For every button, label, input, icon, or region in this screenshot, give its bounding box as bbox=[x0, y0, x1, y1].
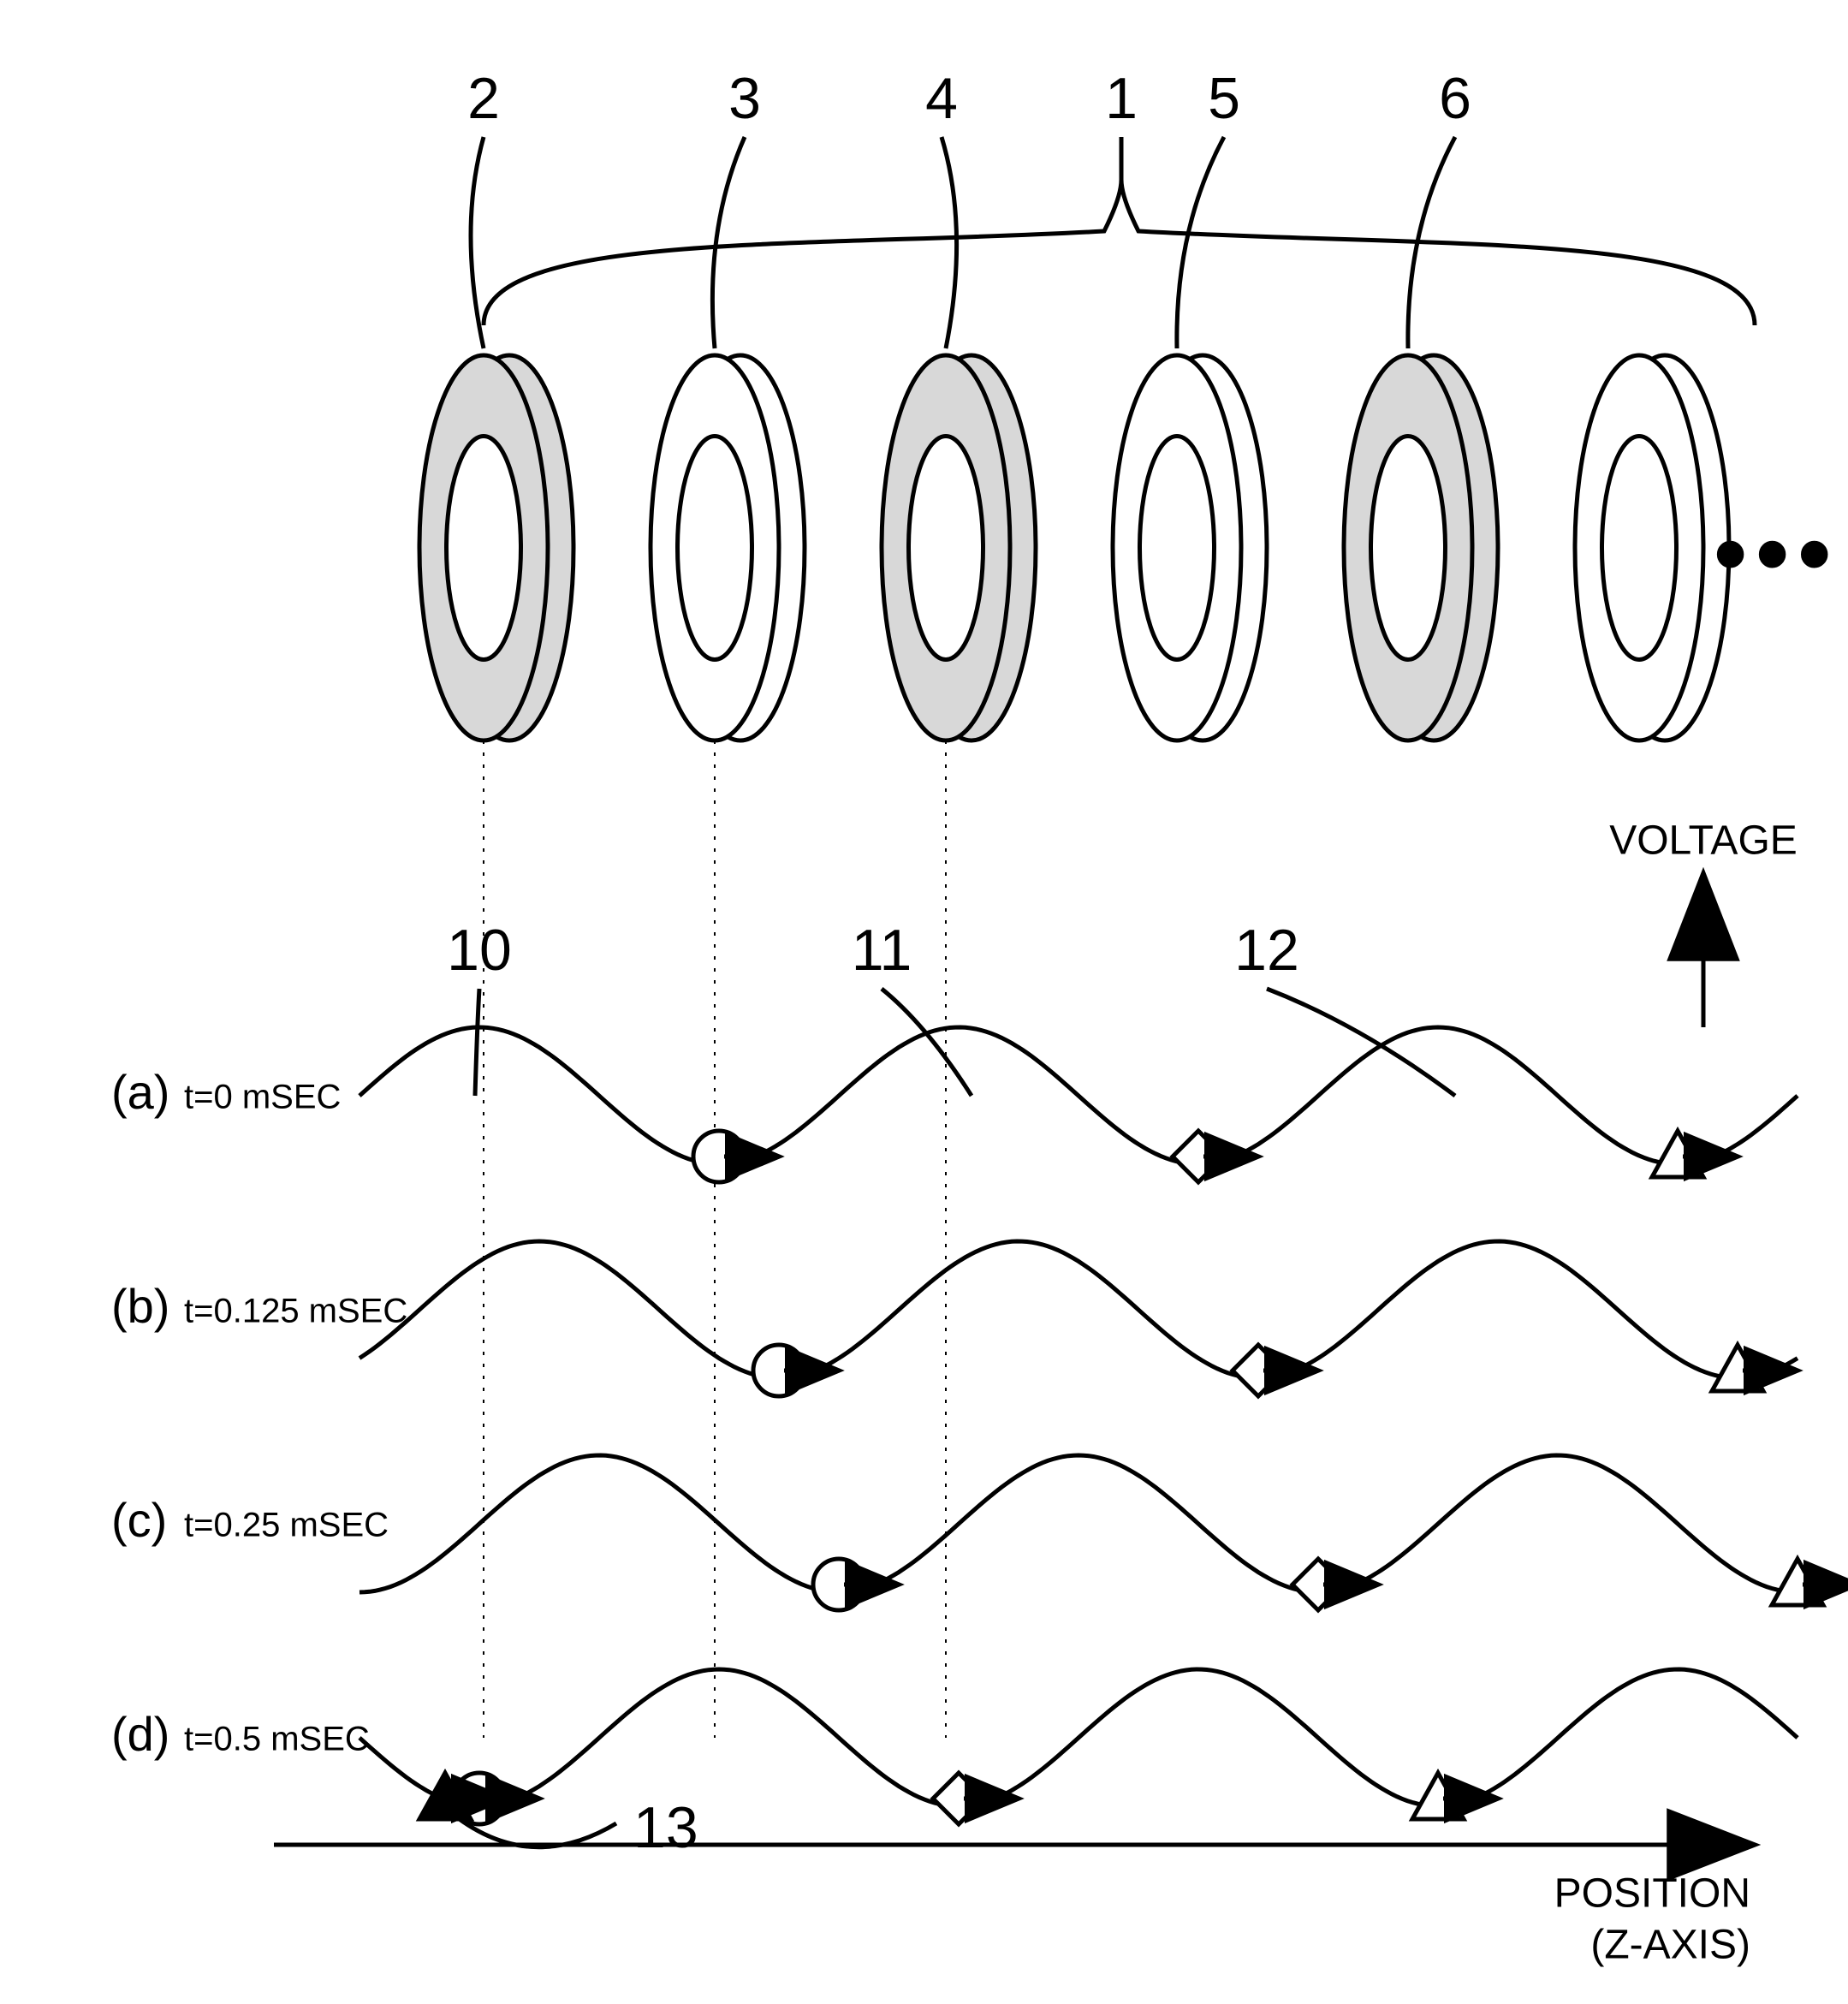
packet-label-12: 12 bbox=[1234, 918, 1299, 983]
ring-number-6: 6 bbox=[1439, 66, 1471, 131]
marker-a-circle bbox=[693, 1131, 780, 1182]
ring-3 bbox=[1113, 355, 1267, 740]
leader-ring-2 bbox=[471, 137, 484, 348]
ring-number-5: 5 bbox=[1208, 66, 1240, 131]
ring-2 bbox=[882, 355, 1036, 740]
row-time-b: t=0.125 mSEC bbox=[184, 1293, 407, 1330]
wave-c bbox=[359, 1455, 1797, 1592]
marker-c-triangle bbox=[1772, 1559, 1848, 1605]
leader-11 bbox=[882, 989, 972, 1096]
marker-c-diamond bbox=[1292, 1559, 1379, 1610]
row-time-d: t=0.5 mSEC bbox=[184, 1721, 370, 1758]
packet-label-10: 10 bbox=[447, 918, 512, 983]
ring-5 bbox=[1575, 355, 1729, 740]
wave-a bbox=[359, 1027, 1797, 1164]
leader-12 bbox=[1267, 989, 1455, 1096]
row-letter-a: (a) bbox=[111, 1065, 169, 1119]
position-axis-label-2: (Z-AXIS) bbox=[1590, 1923, 1750, 1968]
ring-number-2: 2 bbox=[467, 66, 500, 131]
row-letter-d: (d) bbox=[111, 1707, 169, 1761]
wave-d bbox=[359, 1669, 1797, 1806]
row-letter-b: (b) bbox=[111, 1279, 169, 1333]
curly-brace bbox=[484, 180, 1755, 325]
leader-ring-3 bbox=[712, 137, 745, 348]
leader-ring-4 bbox=[942, 137, 957, 348]
marker-c-circle bbox=[813, 1559, 900, 1610]
wave-b bbox=[359, 1241, 1797, 1378]
label-13: 13 bbox=[633, 1795, 698, 1860]
leader-ring-5 bbox=[1177, 137, 1224, 348]
marker-b-diamond bbox=[1233, 1345, 1319, 1396]
position-axis-label-1: POSITION bbox=[1554, 1871, 1750, 1917]
continuation-dots: • • • bbox=[1714, 501, 1827, 606]
packet-label-11: 11 bbox=[852, 918, 912, 983]
marker-a-triangle bbox=[1652, 1131, 1738, 1177]
ring-0 bbox=[419, 355, 573, 740]
ring-number-3: 3 bbox=[728, 66, 761, 131]
leader-10 bbox=[475, 989, 479, 1096]
marker-a-diamond bbox=[1173, 1131, 1259, 1182]
ring-4 bbox=[1344, 355, 1498, 740]
ring-1 bbox=[651, 355, 805, 740]
voltage-axis-label: VOLTAGE bbox=[1609, 818, 1797, 864]
row-time-a: t=0 mSEC bbox=[184, 1079, 341, 1116]
marker-d-diamond bbox=[933, 1773, 1019, 1824]
row-time-c: t=0.25 mSEC bbox=[184, 1507, 389, 1544]
marker-b-triangle bbox=[1712, 1345, 1798, 1391]
row-letter-c: (c) bbox=[111, 1493, 167, 1547]
marker-d-triangle bbox=[1412, 1773, 1499, 1819]
marker-b-circle bbox=[753, 1345, 840, 1396]
ring-number-4: 4 bbox=[925, 66, 958, 131]
brace-label-1: 1 bbox=[1105, 66, 1138, 131]
